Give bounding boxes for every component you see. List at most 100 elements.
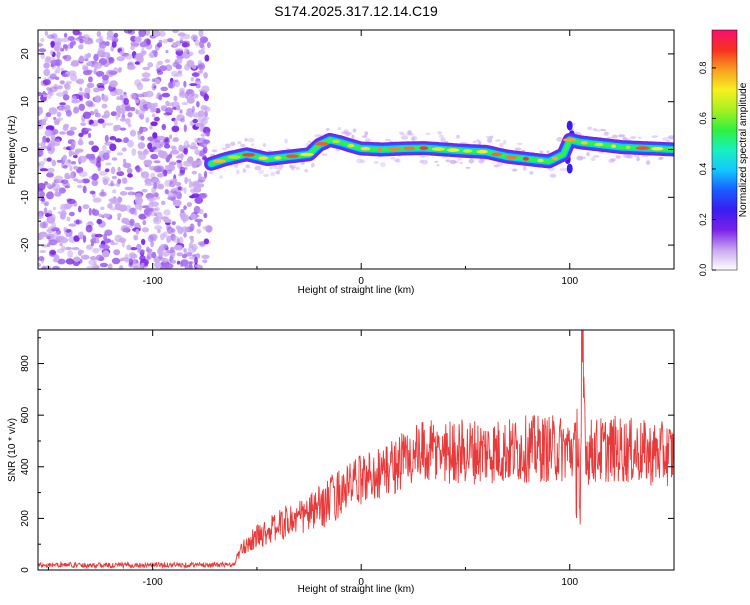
noise-blob bbox=[201, 37, 207, 44]
halo-blob bbox=[637, 136, 642, 140]
halo-blob bbox=[549, 173, 557, 178]
noise-blob bbox=[197, 110, 205, 117]
noise-blob bbox=[121, 147, 127, 152]
ridge bbox=[204, 132, 674, 171]
noise-blob bbox=[39, 221, 47, 229]
halo-blob bbox=[346, 131, 353, 136]
noise-blob bbox=[94, 112, 101, 118]
halo-blob bbox=[425, 132, 431, 135]
noise-blob bbox=[186, 59, 195, 68]
noise-blob bbox=[185, 252, 193, 257]
noise-blob bbox=[169, 164, 174, 169]
noise-blob bbox=[186, 144, 191, 148]
halo-blob bbox=[495, 139, 501, 142]
noise-blob bbox=[202, 139, 211, 144]
noise-blob bbox=[82, 204, 90, 210]
ridge-hotspot bbox=[388, 147, 402, 151]
noise-blobs bbox=[38, 30, 213, 269]
noise-blob bbox=[49, 250, 56, 256]
noise-blob bbox=[98, 58, 108, 65]
noise-blob bbox=[188, 51, 194, 57]
noise-blob bbox=[39, 191, 46, 198]
noise-blob bbox=[82, 235, 87, 243]
noise-blob bbox=[132, 265, 140, 269]
noise-blob bbox=[79, 39, 84, 44]
noise-blob bbox=[146, 255, 150, 261]
noise-blob bbox=[207, 41, 211, 49]
colorbar-tick-label: 0.4 bbox=[698, 163, 708, 176]
noise-blob bbox=[72, 178, 79, 182]
noise-blob bbox=[46, 236, 51, 240]
noise-blob bbox=[152, 132, 158, 139]
halo-blob bbox=[275, 170, 281, 175]
noise-blob bbox=[174, 48, 184, 52]
noise-blob bbox=[73, 256, 81, 262]
noise-blob bbox=[175, 181, 182, 187]
noise-blob bbox=[65, 80, 73, 85]
noise-blob bbox=[117, 213, 122, 218]
noise-blob bbox=[179, 166, 186, 174]
halo-blob bbox=[493, 164, 499, 168]
noise-blob bbox=[46, 157, 52, 162]
halo-blob bbox=[611, 134, 618, 139]
noise-blob bbox=[197, 173, 202, 178]
noise-blob bbox=[72, 30, 80, 36]
noise-blob bbox=[90, 241, 94, 247]
halo-blob bbox=[211, 149, 218, 153]
noise-blob bbox=[44, 202, 49, 207]
noise-blob bbox=[82, 111, 91, 119]
noise-blob bbox=[127, 65, 136, 70]
noise-blob bbox=[183, 205, 187, 211]
noise-blob bbox=[73, 106, 80, 114]
noise-blob bbox=[172, 199, 182, 207]
noise-blob bbox=[66, 216, 71, 222]
noise-blob bbox=[124, 253, 129, 260]
noise-blob bbox=[188, 261, 193, 269]
y-tick-label: 0 bbox=[20, 146, 31, 152]
noise-blob bbox=[53, 37, 63, 44]
halo-blob bbox=[361, 135, 368, 138]
noise-blob bbox=[203, 72, 208, 79]
noise-blob bbox=[190, 77, 195, 82]
noise-blob bbox=[80, 250, 85, 254]
halo-blob bbox=[636, 156, 640, 162]
noise-blob bbox=[194, 139, 204, 143]
halo-blob bbox=[618, 134, 625, 138]
noise-blob bbox=[154, 261, 162, 269]
noise-blob bbox=[182, 33, 191, 40]
halo-blob bbox=[514, 147, 522, 151]
noise-blob bbox=[125, 118, 131, 125]
noise-blob bbox=[40, 37, 45, 43]
noise-blob bbox=[77, 139, 84, 146]
noise-blob bbox=[137, 132, 141, 141]
noise-blob bbox=[82, 34, 90, 39]
noise-blob bbox=[156, 70, 164, 75]
noise-blob bbox=[47, 226, 55, 230]
noise-blob bbox=[38, 91, 42, 97]
noise-blob bbox=[96, 218, 103, 225]
noise-blob bbox=[143, 159, 153, 166]
ridge-hotspot bbox=[462, 149, 473, 153]
colorbar: 0.0 0.2 0.4 0.6 0.8 Normalized spectral ampl… bbox=[698, 29, 749, 276]
halo-blob bbox=[523, 165, 527, 171]
noise-blob bbox=[122, 227, 130, 233]
halo-blob bbox=[384, 138, 391, 141]
noise-blob bbox=[171, 125, 180, 133]
halo-blob bbox=[364, 131, 369, 136]
noise-blob bbox=[38, 212, 42, 217]
ridge-hotspot bbox=[227, 155, 241, 159]
noise-blob bbox=[202, 146, 208, 154]
noise-blob bbox=[78, 155, 87, 163]
noise-blob bbox=[62, 154, 67, 161]
noise-blob bbox=[198, 49, 206, 55]
noise-blob bbox=[54, 69, 58, 75]
noise-blob bbox=[191, 182, 200, 189]
noise-blob bbox=[141, 72, 151, 78]
noise-blob bbox=[59, 131, 66, 135]
noise-blob bbox=[163, 218, 172, 223]
noise-blob bbox=[188, 242, 194, 249]
noise-blob bbox=[126, 244, 132, 251]
noise-blob bbox=[141, 262, 145, 266]
noise-blob bbox=[167, 81, 176, 89]
noise-blob bbox=[153, 165, 162, 173]
